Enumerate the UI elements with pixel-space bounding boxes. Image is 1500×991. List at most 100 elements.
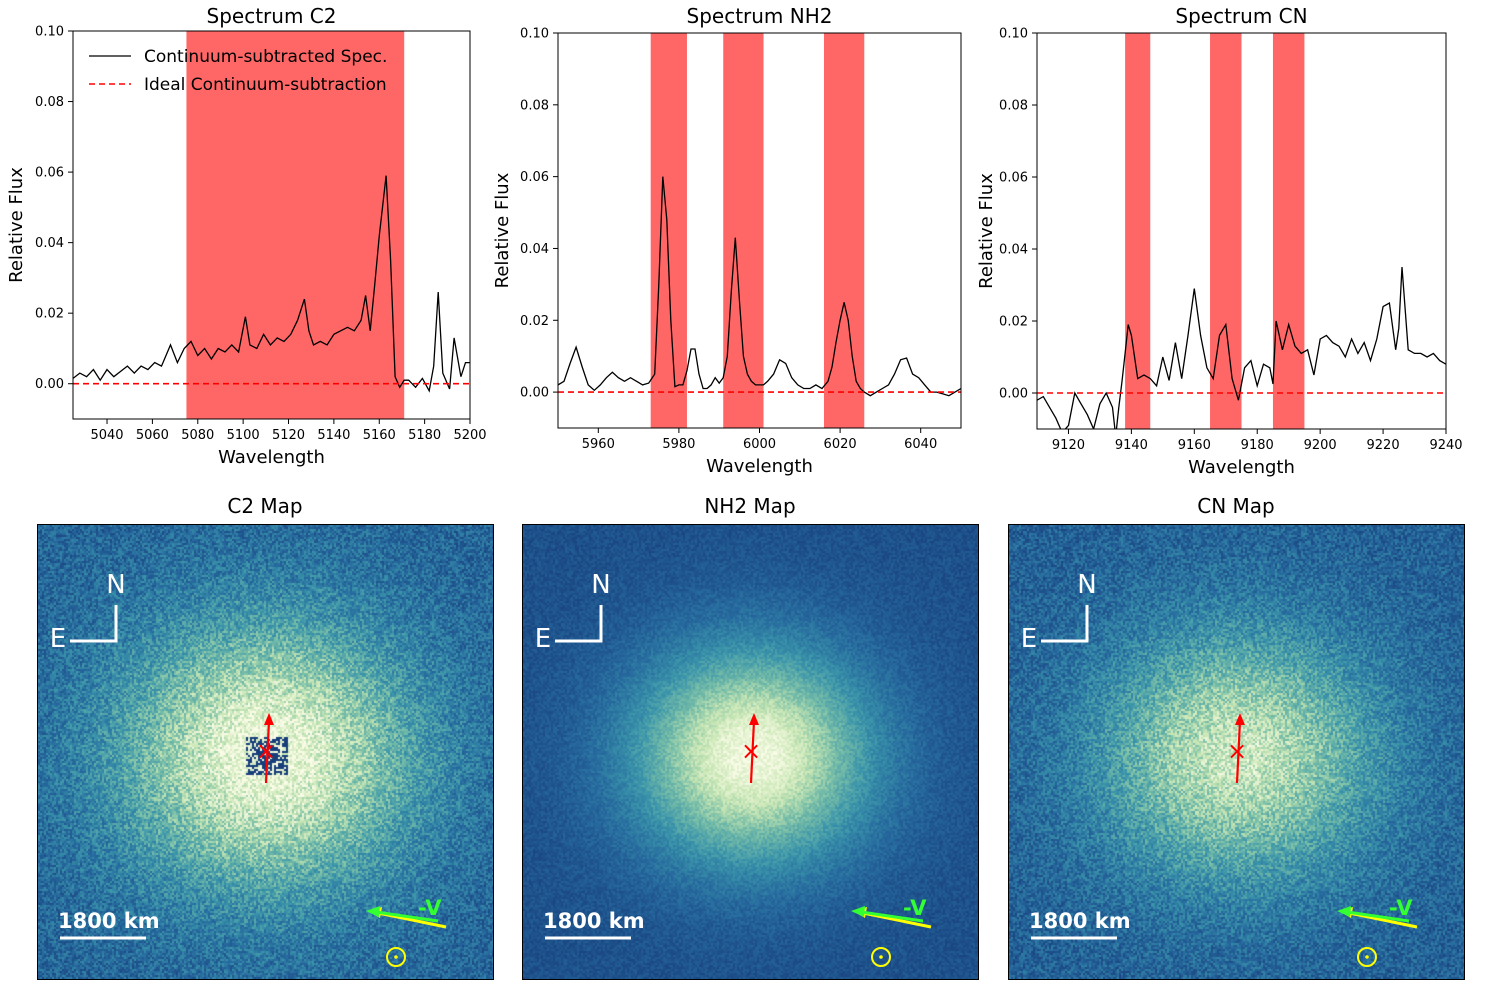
cn-map-image xyxy=(1009,525,1464,979)
spectrum-line xyxy=(558,176,961,397)
compass-arrows xyxy=(1041,605,1089,643)
velocity-label: -V xyxy=(903,896,927,920)
x-tick-label: 9140 xyxy=(1115,438,1148,453)
sun-symbol-dot xyxy=(394,955,398,959)
chart-title: Spectrum NH2 xyxy=(687,4,833,28)
x-axis-label: Wavelength xyxy=(218,447,325,468)
y-tick-label: 0.10 xyxy=(520,27,549,42)
x-axis-label: Wavelength xyxy=(1188,457,1295,478)
x-tick-label: 5040 xyxy=(90,428,123,443)
nucleus-marker: × xyxy=(256,737,276,765)
compass-north-label: N xyxy=(591,570,610,600)
spectrum-cn-chart: 9120 9140 9160 9180 9200 9220 9240 0.00 0.02 0.04… xyxy=(976,4,1463,478)
nucleus-direction-arrow xyxy=(749,720,756,784)
compass-east-label: E xyxy=(50,624,66,654)
x-tick-label: 9180 xyxy=(1241,438,1274,453)
y-tick-label: 0.06 xyxy=(520,170,549,185)
nh2-map-image xyxy=(523,525,978,979)
velocity-arrowhead xyxy=(1337,906,1351,917)
x-tick-label: 5980 xyxy=(662,437,695,452)
compass-north-label: N xyxy=(106,570,125,600)
compass-east-label: E xyxy=(1021,624,1037,654)
x-tick-label: 5120 xyxy=(272,428,305,443)
sun-symbol-dot xyxy=(879,955,883,959)
highlight-band-1 xyxy=(723,33,764,428)
nh2-map-title: NH2 Map xyxy=(704,494,796,518)
legend-label-ideal: Ideal Continuum-subtraction xyxy=(144,75,387,95)
sun-symbol-icon xyxy=(1357,947,1377,967)
legend-label-spectrum: Continuum-subtracted Spec. xyxy=(144,47,387,67)
y-tick-label: 0.02 xyxy=(520,314,549,329)
y-tick-label: 0.00 xyxy=(999,387,1028,402)
chart-title: Spectrum C2 xyxy=(207,4,337,28)
nucleus-direction-arrow xyxy=(264,720,271,784)
x-tick-label: 5080 xyxy=(181,428,214,443)
y-axis-label: Relative Flux xyxy=(492,172,513,288)
y-tick-label: 0.00 xyxy=(520,386,549,401)
velocity-arrow xyxy=(1346,910,1410,923)
velocity-arrowhead xyxy=(366,906,380,917)
nucleus-arrowhead xyxy=(264,713,274,725)
x-tick-label: 9220 xyxy=(1367,438,1400,453)
compass-north-label: N xyxy=(1077,570,1096,600)
y-tick-label: 0.08 xyxy=(999,99,1028,114)
x-tick-label: 5180 xyxy=(408,428,441,443)
y-tick-label: 0.10 xyxy=(999,27,1028,42)
highlight-band-2 xyxy=(1272,33,1305,429)
y-tick-label: 0.04 xyxy=(999,243,1028,258)
sun-symbol-icon xyxy=(386,947,406,967)
cn-map: N E × 1800 km -V xyxy=(1008,524,1465,980)
y-tick-label: 0.08 xyxy=(35,95,64,110)
highlight-band-0 xyxy=(186,31,405,419)
x-tick-label: 9240 xyxy=(1429,438,1462,453)
nucleus-direction-arrow xyxy=(1235,720,1242,784)
y-axis-label: Relative Flux xyxy=(976,173,997,289)
y-tick-label: 0.06 xyxy=(35,166,64,181)
plot-frame xyxy=(72,30,471,420)
y-tick-label: 0.02 xyxy=(35,307,64,322)
nucleus-arrowhead xyxy=(1235,713,1245,725)
sun-symbol-icon xyxy=(871,947,891,967)
spectrum-nh2-chart: 5960 5980 6000 6020 6040 0.00 0.02 0.04 0.06 0.08… xyxy=(492,4,962,477)
x-tick-label: 5060 xyxy=(136,428,169,443)
velocity-arrow xyxy=(860,910,924,923)
cn-map-overlay: N E × 1800 km -V xyxy=(1021,570,1418,967)
chart-title: Spectrum CN xyxy=(1175,4,1307,28)
c2-map-title: C2 Map xyxy=(227,494,303,518)
x-tick-label: 9200 xyxy=(1304,438,1337,453)
highlight-band-2 xyxy=(823,33,865,428)
spectrum-line xyxy=(1037,266,1446,429)
nh2-map: N E × 1800 km -V xyxy=(522,524,979,980)
x-tick-label: 5140 xyxy=(317,428,350,443)
y-tick-label: 0.06 xyxy=(999,171,1028,186)
y-tick-label: 0.00 xyxy=(35,377,64,392)
nucleus-marker: × xyxy=(1227,737,1247,765)
c2-map-image xyxy=(38,525,493,979)
c2-map: N E × 1800 km -V xyxy=(37,524,494,980)
scale-bar-label: 1800 km xyxy=(543,909,645,933)
compass-arrows xyxy=(70,605,118,643)
nucleus-marker: × xyxy=(741,737,761,765)
velocity-arrowhead xyxy=(851,906,865,917)
velocity-label: -V xyxy=(1389,896,1413,920)
compass-arrows xyxy=(555,605,603,643)
y-axis-label: Relative Flux xyxy=(6,167,27,283)
y-tick-label: 0.08 xyxy=(520,98,549,113)
sun-symbol-dot xyxy=(1365,955,1369,959)
nucleus-arrowhead xyxy=(749,713,759,725)
x-tick-label: 5160 xyxy=(363,428,396,443)
highlight-band-0 xyxy=(1125,33,1151,429)
velocity-arrow xyxy=(375,910,439,923)
y-tick-label: 0.04 xyxy=(520,242,549,257)
y-tick-label: 0.04 xyxy=(35,236,64,251)
x-tick-label: 6020 xyxy=(824,437,857,452)
x-tick-label: 9120 xyxy=(1052,438,1085,453)
x-tick-label: 5200 xyxy=(453,428,486,443)
velocity-label: -V xyxy=(418,896,442,920)
highlight-band-0 xyxy=(650,33,687,428)
y-tick-label: 0.10 xyxy=(35,25,64,40)
x-tick-label: 6000 xyxy=(743,437,776,452)
x-tick-label: 5960 xyxy=(582,437,615,452)
x-tick-label: 9160 xyxy=(1178,438,1211,453)
spectrum-line xyxy=(73,175,470,393)
